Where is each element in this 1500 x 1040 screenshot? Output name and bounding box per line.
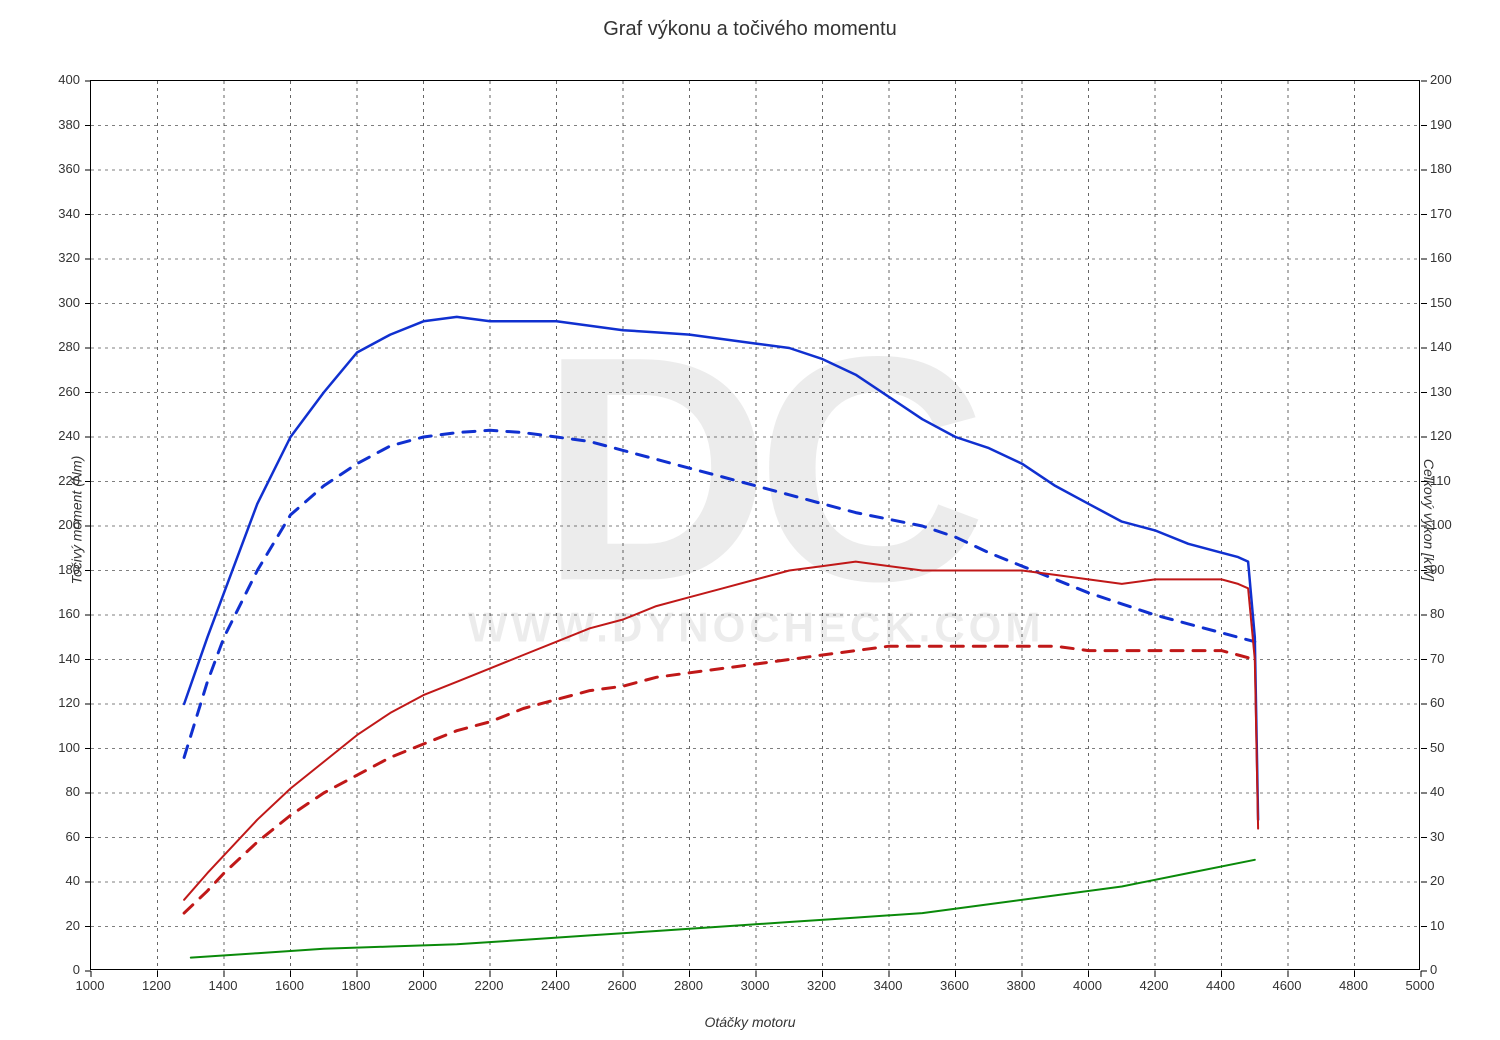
tick-label: 10 [1430, 918, 1444, 933]
tick-label: 20 [1430, 873, 1444, 888]
tick-label: 4000 [1073, 978, 1102, 993]
tick-label: 190 [1430, 117, 1452, 132]
tick-label: 40 [1430, 784, 1444, 799]
tick-label: 2600 [608, 978, 637, 993]
tick-label: 1000 [76, 978, 105, 993]
tick-label: 80 [66, 784, 80, 799]
tick-label: 160 [1430, 250, 1452, 265]
tick-label: 170 [1430, 206, 1452, 221]
tick-label: 120 [1430, 428, 1452, 443]
tick-label: 140 [58, 651, 80, 666]
tick-label: 4400 [1206, 978, 1235, 993]
tick-label: 130 [1430, 384, 1452, 399]
tick-label: 1600 [275, 978, 304, 993]
tick-label: 380 [58, 117, 80, 132]
tick-label: 80 [1430, 606, 1444, 621]
tick-label: 1800 [342, 978, 371, 993]
tick-label: 0 [1430, 962, 1437, 977]
tick-label: 180 [58, 562, 80, 577]
tick-label: 60 [1430, 695, 1444, 710]
tick-label: 20 [66, 918, 80, 933]
tick-label: 60 [66, 829, 80, 844]
tick-label: 200 [1430, 72, 1452, 87]
tick-label: 2000 [408, 978, 437, 993]
chart-svg: DCWWW.DYNOCHECK.COM [91, 81, 1419, 969]
tick-label: 360 [58, 161, 80, 176]
tick-label: 320 [58, 250, 80, 265]
tick-label: 340 [58, 206, 80, 221]
tick-label: 3200 [807, 978, 836, 993]
tick-label: 3000 [741, 978, 770, 993]
tick-label: 4600 [1273, 978, 1302, 993]
tick-label: 0 [73, 962, 80, 977]
tick-label: 1200 [142, 978, 171, 993]
tick-label: 40 [66, 873, 80, 888]
tick-label: 400 [58, 72, 80, 87]
tick-label: 5000 [1406, 978, 1435, 993]
tick-label: 260 [58, 384, 80, 399]
tick-label: 70 [1430, 651, 1444, 666]
tick-label: 180 [1430, 161, 1452, 176]
series-loss_power [191, 860, 1255, 958]
plot-area: DCWWW.DYNOCHECK.COM [90, 80, 1420, 970]
tick-label: 220 [58, 473, 80, 488]
tick-label: 4200 [1140, 978, 1169, 993]
tick-label: 2800 [674, 978, 703, 993]
tick-label: 3600 [940, 978, 969, 993]
tick-label: 160 [58, 606, 80, 621]
tick-label: 280 [58, 339, 80, 354]
chart-title: Graf výkonu a točivého momentu [0, 18, 1500, 41]
tick-label: 3800 [1007, 978, 1036, 993]
tick-label: 100 [58, 740, 80, 755]
tick-label: 140 [1430, 339, 1452, 354]
tick-label: 110 [1430, 473, 1451, 488]
tick-label: 120 [58, 695, 80, 710]
tick-label: 90 [1430, 562, 1444, 577]
tick-label: 2200 [475, 978, 504, 993]
tick-label: 3400 [874, 978, 903, 993]
tick-label: 150 [1430, 295, 1452, 310]
tick-label: 1400 [209, 978, 238, 993]
tick-label: 240 [58, 428, 80, 443]
tick-label: 50 [1430, 740, 1444, 755]
series-power_stock [184, 646, 1255, 913]
tick-label: 200 [58, 517, 80, 532]
tick-label: 2400 [541, 978, 570, 993]
tick-label: 100 [1430, 517, 1452, 532]
tick-label: 300 [58, 295, 80, 310]
tick-label: 4800 [1339, 978, 1368, 993]
x-axis-label: Otáčky motoru [0, 1014, 1500, 1030]
tick-label: 30 [1430, 829, 1444, 844]
